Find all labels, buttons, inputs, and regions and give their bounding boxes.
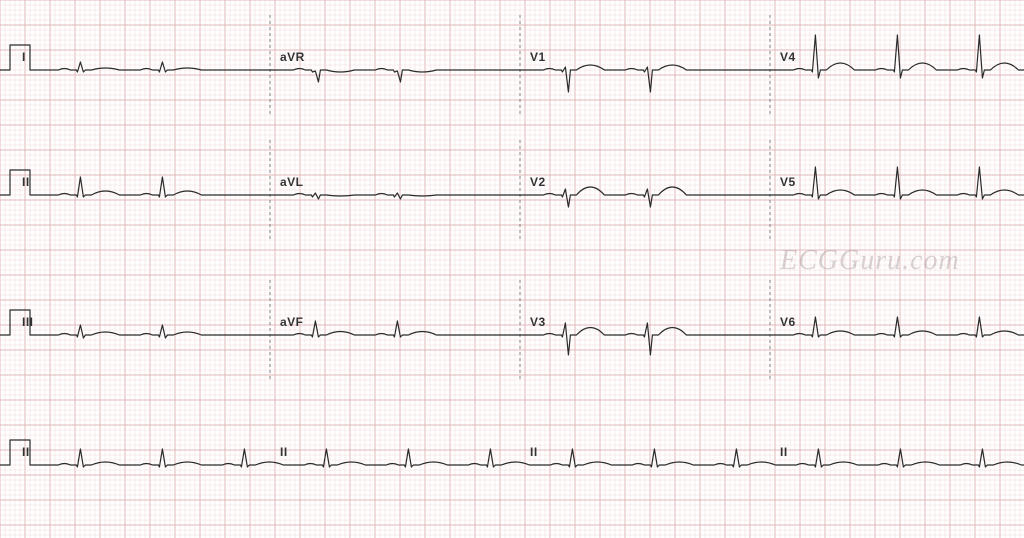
lead-label-V3: V3 [530,315,546,329]
lead-label-aVR: aVR [280,50,305,64]
lead-label-V5: V5 [780,175,796,189]
lead-label-I: I [22,50,26,64]
lead-label-V2: V2 [530,175,546,189]
lead-label-II_rhythm-rep: II [530,445,538,459]
lead-label-II: II [22,175,30,189]
lead-label-III: III [22,315,34,329]
lead-label-II_rhythm-rep: II [280,445,288,459]
lead-label-V6: V6 [780,315,796,329]
watermark: ECGGuru.com [780,245,960,277]
lead-label-aVL: aVL [280,175,304,189]
lead-label-V4: V4 [780,50,796,64]
lead-label-V1: V1 [530,50,546,64]
lead-label-II_rhythm-rep: II [780,445,788,459]
ecg-chart: IaVR V1 V4 II aVL V2 V5 III aVF V3 V6 II II II II ECGG… [0,0,1024,538]
lead-label-II_rhythm: II [22,445,30,459]
lead-label-aVF: aVF [280,315,304,329]
